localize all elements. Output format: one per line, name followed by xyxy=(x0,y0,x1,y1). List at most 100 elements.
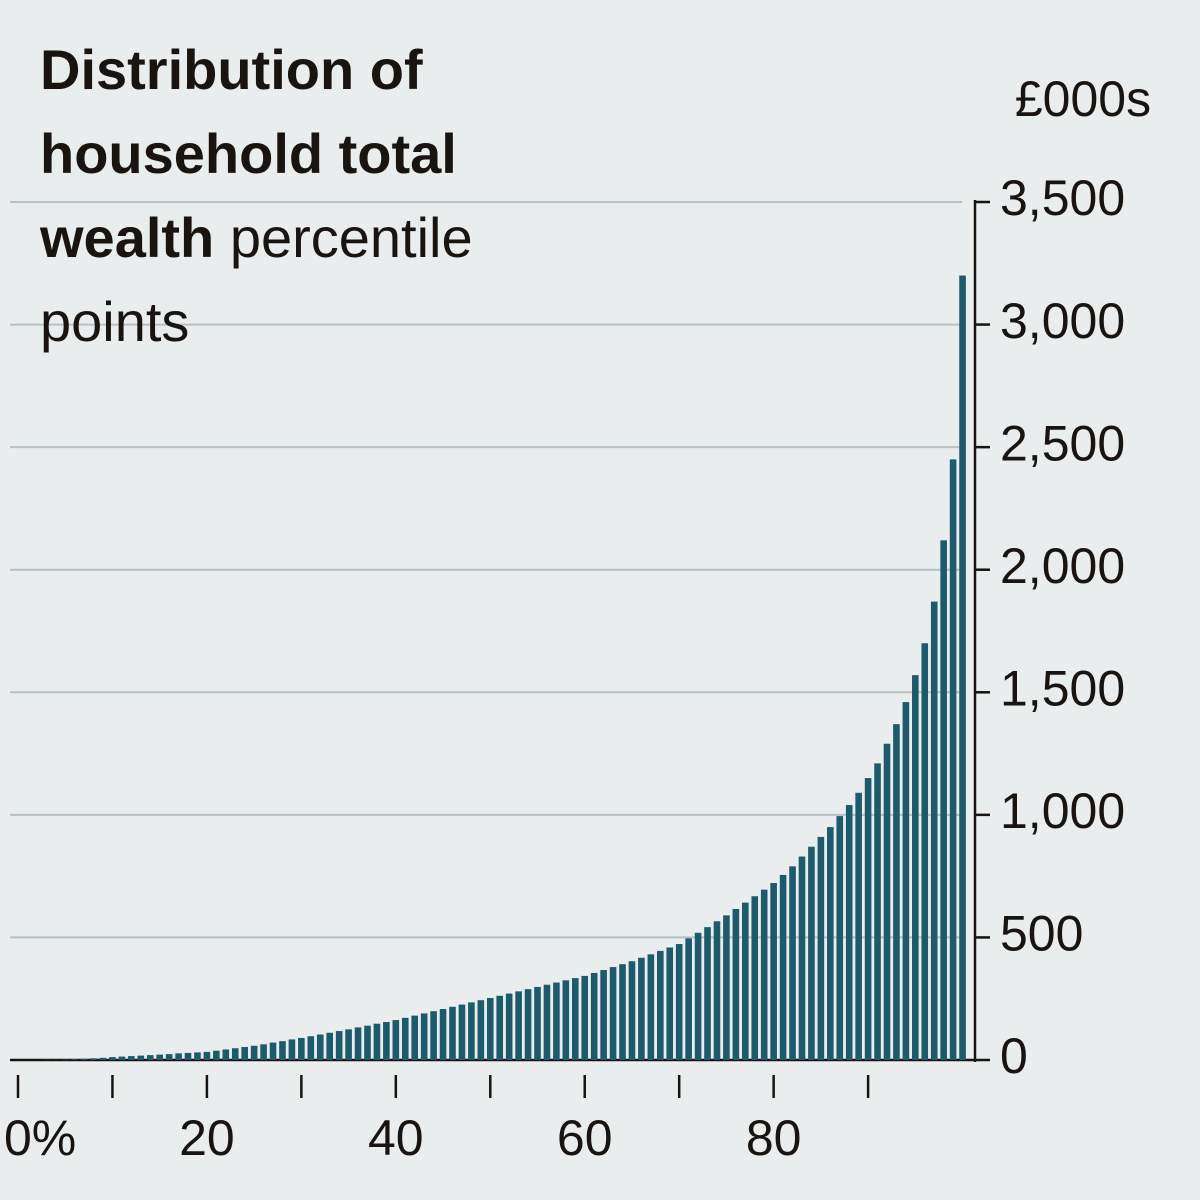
bar xyxy=(316,1034,324,1060)
y-unit: £000s xyxy=(1015,71,1151,127)
bar xyxy=(109,1057,116,1060)
bar xyxy=(99,1057,107,1060)
bar xyxy=(468,1002,475,1060)
bar xyxy=(213,1050,220,1060)
bar xyxy=(921,643,929,1060)
title-block: Distribution of household total wealth p… xyxy=(40,28,620,364)
bar xyxy=(345,1029,352,1060)
bar xyxy=(392,1020,400,1060)
bar xyxy=(940,540,947,1060)
x-tick-label: 20 xyxy=(179,1110,235,1166)
bar xyxy=(902,702,910,1060)
bar xyxy=(439,1009,447,1060)
bar xyxy=(165,1054,173,1060)
bar xyxy=(864,778,872,1060)
bar xyxy=(562,980,570,1060)
bar xyxy=(383,1022,390,1060)
bar xyxy=(836,816,844,1060)
bar xyxy=(789,866,796,1060)
bar xyxy=(156,1054,163,1060)
bar xyxy=(874,763,881,1060)
bar xyxy=(619,964,626,1060)
bar xyxy=(912,675,919,1060)
bar xyxy=(118,1056,126,1060)
bar xyxy=(590,972,598,1060)
bar xyxy=(543,984,551,1060)
y-tick-label: 3,000 xyxy=(1000,293,1125,349)
bar xyxy=(354,1027,362,1060)
bar xyxy=(647,954,655,1060)
bar xyxy=(90,1058,97,1060)
bar xyxy=(298,1037,305,1060)
bar xyxy=(203,1051,211,1060)
bar xyxy=(779,874,787,1060)
bar xyxy=(279,1041,286,1060)
bar xyxy=(770,883,777,1060)
y-tick-label: 1,500 xyxy=(1000,660,1125,716)
bar xyxy=(307,1036,315,1060)
bar xyxy=(704,927,711,1060)
bar xyxy=(458,1004,466,1060)
y-tick-label: 1,000 xyxy=(1000,783,1125,839)
y-tick-label: 2,000 xyxy=(1000,538,1125,594)
y-tick-label: 3,500 xyxy=(1000,170,1125,226)
bar xyxy=(713,921,721,1060)
bar xyxy=(430,1011,437,1060)
bar xyxy=(817,836,825,1060)
bar xyxy=(335,1031,343,1060)
chart-title: Distribution of household total wealth xyxy=(40,38,457,269)
bar xyxy=(496,995,504,1060)
bar xyxy=(553,982,560,1060)
bar xyxy=(146,1055,154,1060)
bar xyxy=(505,993,513,1060)
bar xyxy=(326,1032,334,1060)
bar xyxy=(269,1042,277,1060)
bar xyxy=(694,932,702,1060)
x-tick-label: 0% xyxy=(4,1110,76,1166)
bar xyxy=(656,950,664,1060)
bar xyxy=(581,975,589,1060)
bar xyxy=(288,1039,296,1060)
bar xyxy=(184,1052,192,1060)
bar xyxy=(675,944,683,1060)
bar xyxy=(194,1052,201,1060)
bar xyxy=(449,1006,456,1060)
bar xyxy=(411,1015,419,1060)
bar xyxy=(175,1053,182,1060)
bar xyxy=(231,1048,239,1060)
bar xyxy=(609,967,617,1060)
x-tick-label: 40 xyxy=(368,1110,424,1166)
bar xyxy=(128,1056,135,1060)
chart-subtitle: percentile points xyxy=(40,206,473,353)
bar xyxy=(959,275,966,1060)
bar xyxy=(751,896,759,1060)
y-tick-label: 0 xyxy=(1000,1028,1028,1084)
bar xyxy=(486,997,494,1060)
bar xyxy=(893,724,900,1060)
bar xyxy=(723,915,730,1060)
bar xyxy=(222,1049,230,1060)
bar xyxy=(732,908,740,1060)
bar xyxy=(845,805,853,1060)
bar xyxy=(420,1013,428,1060)
bar xyxy=(666,947,674,1060)
bar xyxy=(571,978,579,1060)
y-tick-label: 2,500 xyxy=(1000,415,1125,471)
bar xyxy=(628,961,636,1060)
bar xyxy=(808,846,815,1060)
y-tick-label: 500 xyxy=(1000,906,1083,962)
bar xyxy=(600,970,607,1060)
bar xyxy=(260,1044,267,1060)
bar xyxy=(534,986,541,1060)
x-tick-label: 80 xyxy=(746,1110,802,1166)
bar xyxy=(798,856,806,1060)
bar xyxy=(524,989,532,1060)
bar xyxy=(373,1023,381,1060)
bar xyxy=(364,1025,371,1060)
bar xyxy=(930,601,938,1060)
bar xyxy=(250,1045,258,1060)
x-tick-label: 60 xyxy=(557,1110,613,1166)
bar xyxy=(883,743,891,1060)
